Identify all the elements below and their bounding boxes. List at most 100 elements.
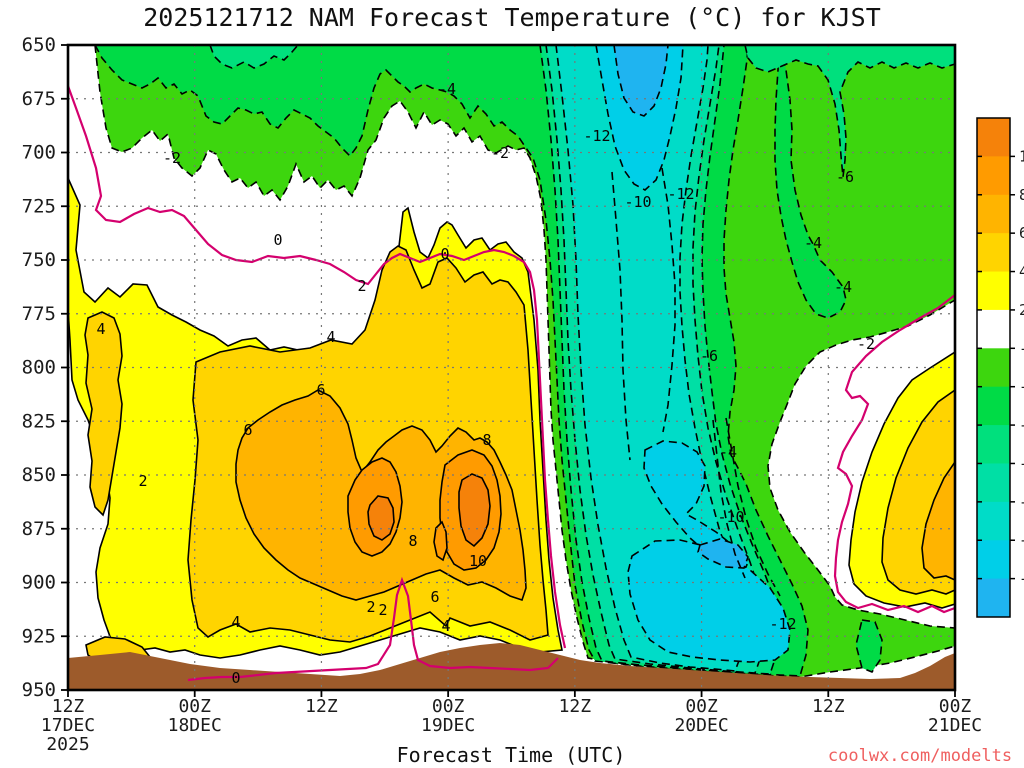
colorbar-segment <box>977 271 1010 311</box>
zero-contour-surface <box>187 576 559 682</box>
band-neg10-neg12 <box>555 45 747 672</box>
colorbar-tick-label: 8 <box>1019 186 1024 204</box>
colorbar-border <box>976 117 1011 618</box>
zero-contour-right <box>833 294 955 614</box>
colorbar-tick-label: -6 <box>1019 416 1024 434</box>
band-lt-neg14-top <box>613 45 669 117</box>
x-tick-label: 00Z <box>685 696 718 717</box>
y-tick-label: 775 <box>22 303 56 325</box>
contour-label: -10 <box>717 508 744 526</box>
chart-title: 2025121712 NAM Forecast Temperature (°C)… <box>143 3 881 32</box>
contour-label: 2 <box>138 472 147 490</box>
colorbar-segment <box>977 501 1010 541</box>
x-tick-label: 20DEC <box>674 715 728 736</box>
x-tick-label: 12Z <box>559 696 592 717</box>
band-neg6-neg8-topright <box>744 45 955 178</box>
y-tick-label: 700 <box>22 142 56 164</box>
colorbar-segment <box>977 425 1010 464</box>
band-neg4-neg6-finger <box>855 619 883 673</box>
contour-line-fan-1 <box>725 417 781 597</box>
x-tick-label: 12Z <box>305 696 338 717</box>
x-tick-label: 2025 <box>46 734 89 755</box>
x-tick-label: 12Z <box>52 696 85 717</box>
colorbar-tick-label: 4 <box>1019 263 1024 281</box>
contour-label: 0 <box>273 231 282 249</box>
y-tick-label: 725 <box>22 195 56 217</box>
contour-label: 4 <box>326 328 335 346</box>
contour-label: 6 <box>430 588 439 606</box>
x-tick-label: 00Z <box>939 696 972 717</box>
band-lt-neg14-bottom <box>697 538 749 569</box>
contour-label: -2 <box>857 335 875 353</box>
colorbar-segment <box>977 386 1010 426</box>
y-tick-label: 650 <box>22 34 56 56</box>
colorbar-tick-label: -4 <box>1019 378 1024 396</box>
band-gt10-left <box>367 495 395 541</box>
contour-label: 6 <box>243 421 252 439</box>
band-8-10-sliver <box>433 520 448 562</box>
colorbar: 10 8 6 4 2 -2 -4 -6 -8 -10 -12 -14 <box>976 117 1024 618</box>
colorbar-segment <box>977 309 1010 349</box>
extra-contour-lines <box>611 167 781 597</box>
y-tick-label: 825 <box>22 410 56 432</box>
x-tick-label: 12Z <box>812 696 845 717</box>
contour-label: 2 <box>357 277 366 295</box>
plot-area: -4 -2 -2 -12 -10 -12 -6 0 0 -4 2 -4 4 4 -2 -6 6 6 8 -4 2 -10 8… <box>68 45 955 690</box>
colorbar-tick-label: -10 <box>1019 493 1024 511</box>
colorbar-segment <box>977 233 1010 273</box>
x-tick-label: 00Z <box>178 696 211 717</box>
band-4-6-left <box>84 311 123 517</box>
colorbar-segment <box>977 463 1010 503</box>
colorbar-tick-label: -2 <box>1019 339 1024 357</box>
y-tick-label: 850 <box>22 464 56 486</box>
contour-label: -10 <box>624 193 651 211</box>
colorbar-segment <box>977 578 1010 618</box>
colorbar-tick-label: 6 <box>1019 224 1024 242</box>
contour-label: 10 <box>469 552 487 570</box>
watermark-link[interactable]: coolwx.com/modelts <box>828 746 1012 766</box>
filled-temperature-bands <box>68 45 955 678</box>
colorbar-segment <box>977 540 1010 580</box>
band-neg4-neg6-right <box>774 45 847 319</box>
contour-label: 0 <box>440 245 449 263</box>
y-tick-label: 750 <box>22 249 56 271</box>
x-tick-label: 21DEC <box>928 715 982 736</box>
contour-label: 0 <box>231 669 240 687</box>
contour-label: -2 <box>491 144 509 162</box>
band-6-8-right <box>921 460 955 581</box>
contour-line-neg12-west <box>611 171 631 461</box>
x-tick-label: 18DEC <box>168 715 222 736</box>
contour-label: 6 <box>316 381 325 399</box>
x-tick-label: 19DEC <box>421 715 475 736</box>
contour-label: 8 <box>482 431 491 449</box>
colorbar-tick-label: 10 <box>1019 147 1024 165</box>
zero-degree-contours <box>68 85 955 682</box>
y-tick-label: 950 <box>22 679 56 701</box>
contour-line-fan-2 <box>712 419 746 579</box>
colorbar-segment <box>977 156 1010 196</box>
contour-label: -6 <box>700 347 718 365</box>
contour-label: 2 <box>366 598 375 616</box>
axis-ticks <box>61 44 956 697</box>
y-tick-label: 800 <box>22 357 56 379</box>
contour-label: -4 <box>834 278 852 296</box>
contour-label: 4 <box>441 617 450 635</box>
contour-label: 4 <box>96 320 105 338</box>
y-tick-label: 675 <box>22 88 56 110</box>
contour-line-neg12-east <box>661 167 676 433</box>
x-tick-label: 00Z <box>432 696 465 717</box>
x-tick-label: 17DEC <box>41 715 95 736</box>
y-tick-label: 925 <box>22 625 56 647</box>
contour-label: -4 <box>804 234 822 252</box>
contour-label: -12 <box>769 615 796 633</box>
contour-label: 4 <box>231 613 240 631</box>
y-axis-tick-labels: 650 675 700 725 750 775 800 825 850 875 900 925 950 <box>22 34 56 701</box>
gridlines <box>68 45 955 690</box>
colorbar-tick-label: -12 <box>1019 531 1024 549</box>
band-gt10-right <box>458 473 491 548</box>
contour-label: -12 <box>583 127 610 145</box>
contour-label: -6 <box>836 168 854 186</box>
